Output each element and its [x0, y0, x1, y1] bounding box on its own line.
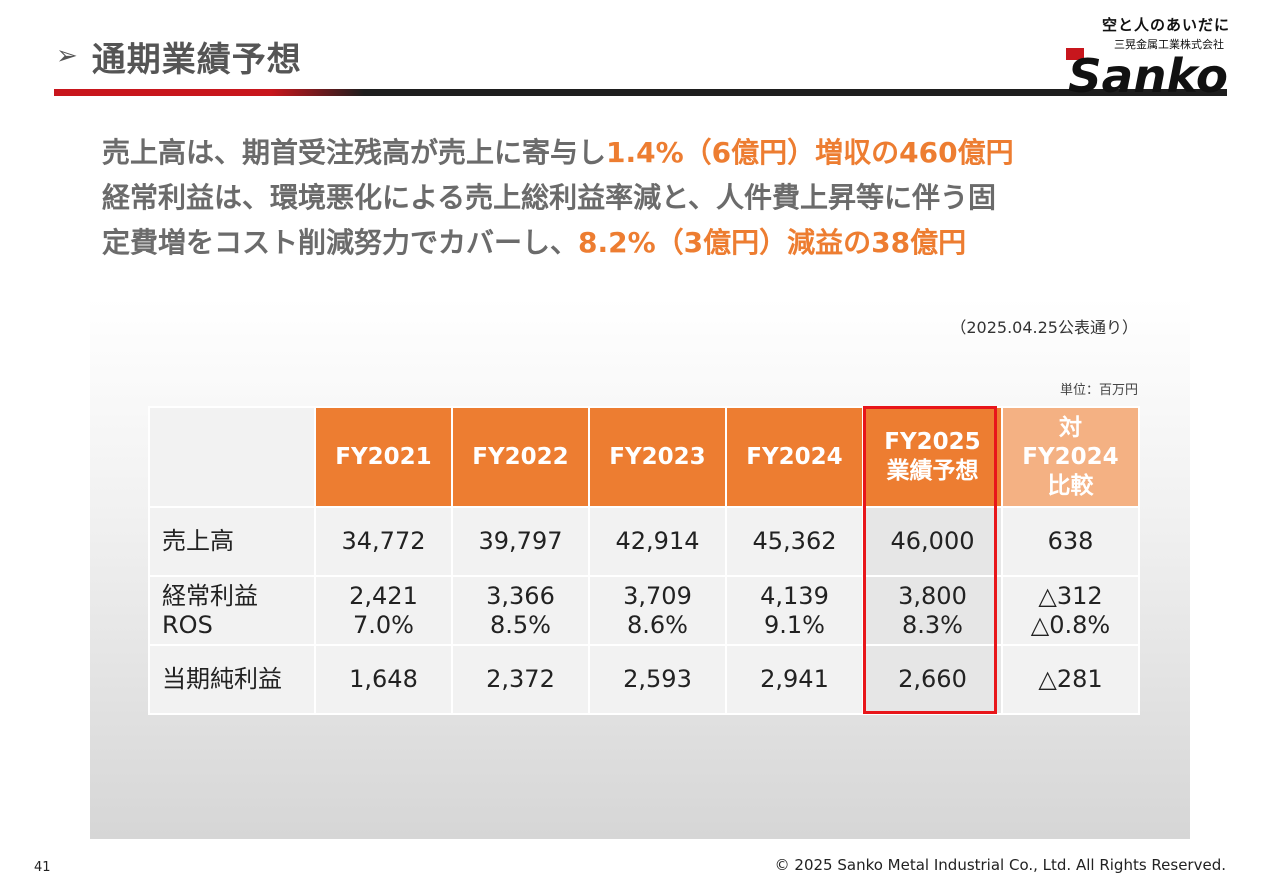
header-fy2023: FY2023 [588, 406, 727, 508]
announcement-date-note: （2025.04.25公表通り） [950, 318, 1138, 337]
cell-net-income-fy2023: 2,593 [588, 644, 727, 715]
header-blank-cell [148, 406, 316, 508]
cell-net-income-fy2022: 2,372 [451, 644, 590, 715]
copyright-notice: © 2025 Sanko Metal Industrial Co., Ltd. … [774, 856, 1226, 874]
cell-net-income-comparison: △281 [1001, 644, 1140, 715]
cell-net-income-fy2021: 1,648 [314, 644, 453, 715]
cell-net-income-fy2025: 2,660 [862, 644, 1003, 715]
cell-net-sales-fy2023: 42,914 [588, 506, 727, 577]
company-logo: 空と人のあいだに 三晃金属工業株式会社 Sanko [1060, 14, 1230, 98]
page-title: 通期業績予想 [91, 39, 302, 80]
cell-ordinary-profit-fy2023: 3,709 8.6% [588, 575, 727, 646]
cell-net-income-fy2024: 2,941 [725, 644, 864, 715]
table-row-net-sales: 売上高 34,772 39,797 42,914 45,362 46,000 6… [148, 506, 1140, 577]
cell-ordinary-profit-comparison: △312 △0.8% [1001, 575, 1140, 646]
cell-ordinary-profit-fy2025: 3,800 8.3% [862, 575, 1003, 646]
row-label-ordinary-profit: 経常利益 ROS [148, 575, 316, 646]
cell-net-sales-comparison: 638 [1001, 506, 1140, 577]
header-fy2021: FY2021 [314, 406, 453, 508]
title-rule [54, 89, 1227, 96]
table-row-ordinary-profit: 経常利益 ROS 2,421 7.0% 3,366 8.5% 3,709 8.6% 4,… [148, 575, 1140, 646]
slide-title: ➢ 通期業績予想 [56, 34, 302, 80]
fy2025-highlight-frame [863, 406, 997, 714]
headline-line-2: 経常利益は、環境悪化による売上総利益率減と、人件費上昇等に伴う固 [102, 181, 997, 214]
row-label-net-income: 当期純利益 [148, 644, 316, 715]
svg-text:Sanko: Sanko [1068, 49, 1228, 98]
headline-summary: 売上高は、期首受注残高が売上に寄与し1.4%（6億円）増収の460億円 経常利益… [102, 130, 1202, 265]
header-comparison: 対 FY2024 比較 [1001, 406, 1140, 508]
header-fy2022: FY2022 [451, 406, 590, 508]
page-number: 41 [34, 860, 51, 875]
headline-highlight-sales: 1.4%（6億円）増収の460億円 [606, 136, 1014, 169]
sanko-logo-mark: Sanko [1066, 48, 1228, 98]
header-fy2024: FY2024 [725, 406, 864, 508]
cell-net-sales-fy2025: 46,000 [862, 506, 1003, 577]
title-rule-accent [54, 89, 364, 96]
logo-company-name: 三晃金属工業株式会社 [1114, 38, 1224, 51]
title-arrow-icon: ➢ [56, 41, 78, 71]
cell-ordinary-profit-fy2022: 3,366 8.5% [451, 575, 590, 646]
cell-ordinary-profit-fy2024: 4,139 9.1% [725, 575, 864, 646]
logo-tagline: 空と人のあいだに [1101, 16, 1230, 34]
cell-ordinary-profit-fy2021: 2,421 7.0% [314, 575, 453, 646]
table-header-row: FY2021 FY2022 FY2023 FY2024 FY2025 業績予想 対… [148, 406, 1140, 508]
forecast-table: FY2021 FY2022 FY2023 FY2024 FY2025 業績予想 対… [148, 406, 1140, 715]
forecast-panel: （2025.04.25公表通り） 単位：百万円 FY2021 FY2022 FY… [90, 298, 1190, 839]
row-label-net-sales: 売上高 [148, 506, 316, 577]
header-fy2025-forecast: FY2025 業績予想 [862, 406, 1003, 508]
cell-net-sales-fy2024: 45,362 [725, 506, 864, 577]
table-row-net-income: 当期純利益 1,648 2,372 2,593 2,941 2,660 △281 [148, 644, 1140, 715]
cell-net-sales-fy2021: 34,772 [314, 506, 453, 577]
headline-line-1: 売上高は、期首受注残高が売上に寄与し1.4%（6億円）増収の460億円 [102, 136, 1014, 169]
unit-note: 単位：百万円 [1059, 383, 1138, 398]
headline-highlight-profit: 8.2%（3億円）減益の38億円 [578, 226, 967, 259]
cell-net-sales-fy2022: 39,797 [451, 506, 590, 577]
headline-line-3: 定費増をコスト削減努力でカバーし、8.2%（3億円）減益の38億円 [102, 226, 967, 259]
